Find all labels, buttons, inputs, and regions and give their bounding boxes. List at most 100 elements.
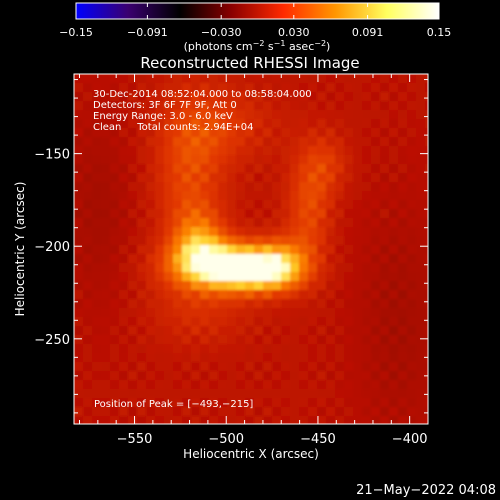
heatmap-cell: [272, 389, 282, 399]
heatmap-cell: [182, 101, 192, 111]
heatmap-cell: [380, 389, 390, 399]
heatmap-cell: [182, 380, 192, 390]
heatmap-cell: [263, 173, 273, 183]
heatmap-cell: [416, 182, 426, 192]
heatmap-cell: [119, 200, 129, 210]
heatmap-cell: [191, 272, 201, 282]
heatmap-cell: [227, 371, 237, 381]
heatmap-cell: [119, 398, 129, 408]
heatmap-cell: [209, 416, 219, 424]
heatmap-cell: [398, 308, 408, 318]
heatmap-cell: [128, 227, 138, 237]
heatmap-cell: [380, 299, 390, 309]
heatmap-cell: [245, 164, 255, 174]
heatmap-cell: [200, 173, 210, 183]
heatmap-cell: [245, 317, 255, 327]
heatmap-cell: [290, 173, 300, 183]
heatmap-cell: [119, 317, 129, 327]
heatmap-cell: [254, 335, 264, 345]
heatmap-cell: [389, 146, 399, 156]
heatmap-cell: [155, 263, 165, 273]
heatmap-cell: [380, 146, 390, 156]
heatmap-cell: [254, 110, 264, 120]
heatmap-cell: [83, 236, 93, 246]
heatmap-cell: [344, 128, 354, 138]
heatmap-cell: [119, 407, 129, 417]
heatmap-cell: [281, 308, 291, 318]
heatmap-cell: [290, 380, 300, 390]
heatmap-cell: [146, 263, 156, 273]
heatmap-cell: [407, 299, 417, 309]
heatmap-cell: [164, 119, 174, 129]
heatmap-cell: [209, 299, 219, 309]
heatmap-cell: [389, 308, 399, 318]
heatmap-cell: [128, 290, 138, 300]
heatmap-cell: [290, 263, 300, 273]
heatmap-cell: [371, 281, 381, 291]
heatmap-cell: [380, 281, 390, 291]
heatmap-cell: [299, 209, 309, 219]
heatmap-cell: [218, 173, 228, 183]
heatmap-cell: [209, 110, 219, 120]
heatmap-cell: [389, 200, 399, 210]
heatmap-cell: [218, 182, 228, 192]
heatmap-cell: [101, 254, 111, 264]
heatmap-cells: [74, 74, 428, 424]
heatmap-cell: [344, 254, 354, 264]
heatmap-cell: [191, 263, 201, 273]
heatmap-cell: [110, 398, 120, 408]
heatmap-cell: [173, 263, 183, 273]
heatmap-cell: [155, 137, 165, 147]
heatmap-cell: [83, 380, 93, 390]
heatmap-cell: [83, 416, 93, 424]
heatmap-cell: [209, 101, 219, 111]
heatmap-cell: [335, 263, 345, 273]
heatmap-cell: [245, 146, 255, 156]
heatmap-cell: [173, 92, 183, 102]
heatmap-cell: [227, 191, 237, 201]
heatmap-cell: [227, 263, 237, 273]
heatmap-cell: [389, 227, 399, 237]
heatmap-cell: [335, 83, 345, 93]
heatmap-cell: [299, 371, 309, 381]
heatmap-cell: [398, 380, 408, 390]
heatmap-cell: [110, 308, 120, 318]
heatmap-cell: [236, 326, 246, 336]
heatmap-cell: [290, 245, 300, 255]
heatmap-cell: [272, 344, 282, 354]
heatmap-cell: [101, 74, 111, 84]
heatmap-cell: [362, 317, 372, 327]
heatmap-cell: [389, 155, 399, 165]
heatmap-cell: [299, 146, 309, 156]
heatmap-cell: [182, 155, 192, 165]
heatmap-cell: [263, 272, 273, 282]
heatmap-cell: [344, 83, 354, 93]
heatmap-cell: [344, 137, 354, 147]
heatmap-cell: [128, 191, 138, 201]
heatmap-cell: [407, 308, 417, 318]
heatmap-cell: [155, 128, 165, 138]
heatmap-cell: [200, 227, 210, 237]
heatmap-cell: [362, 389, 372, 399]
heatmap-cell: [272, 110, 282, 120]
heatmap-cell: [308, 218, 318, 228]
heatmap-cell: [218, 236, 228, 246]
heatmap-cell: [380, 164, 390, 174]
heatmap-cell: [209, 227, 219, 237]
heatmap-cell: [101, 335, 111, 345]
heatmap-cell: [398, 416, 408, 424]
heatmap-cell: [164, 227, 174, 237]
heatmap-cell: [245, 245, 255, 255]
heatmap-cell: [74, 362, 84, 372]
heatmap-cell: [272, 272, 282, 282]
colorbar-gradient: [76, 3, 439, 19]
heatmap-cell: [389, 218, 399, 228]
heatmap-cell: [254, 254, 264, 264]
heatmap-cell: [308, 371, 318, 381]
heatmap-cell: [362, 209, 372, 219]
heatmap-cell: [182, 398, 192, 408]
plot-frame: [73, 73, 429, 425]
heatmap-cell: [218, 254, 228, 264]
heatmap-cell: [299, 353, 309, 363]
heatmap-cell: [110, 272, 120, 282]
